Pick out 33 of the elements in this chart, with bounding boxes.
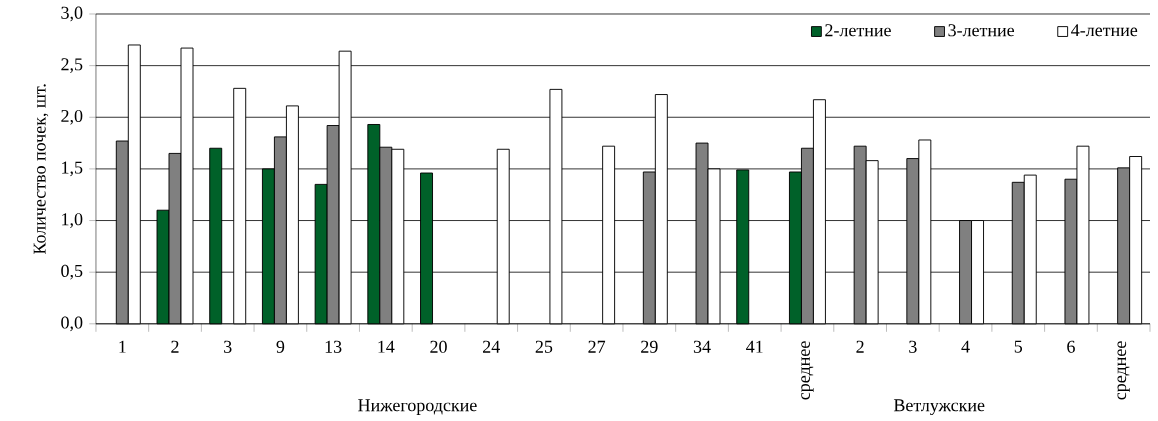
y-tick-label: 1,5 — [62, 161, 83, 177]
y-tick-label: 0,0 — [61, 316, 83, 332]
x-tick-label: 29 — [641, 340, 658, 353]
x-tick-label: 34 — [693, 340, 711, 353]
x-tick-label: 41 — [746, 340, 763, 353]
y-tick-label: 3,0 — [61, 6, 83, 22]
x-tick-label: среднее — [801, 341, 814, 400]
legend-label: 2-летние — [825, 24, 891, 37]
x-tick-label: 14 — [378, 340, 395, 353]
x-tick-label: 9 — [276, 340, 285, 353]
legend-label: 4-летние — [1071, 24, 1138, 37]
x-tick-label: 5 — [1014, 340, 1023, 353]
x-tick-label: 2 — [856, 340, 864, 353]
x-tick-label: 27 — [588, 340, 606, 353]
x-tick-label: среднее — [1117, 341, 1130, 400]
y-tick-label: 0,5 — [61, 264, 83, 280]
x-tick-label: 13 — [325, 340, 342, 353]
y-tick-label: 1,0 — [62, 213, 83, 228]
x-tick-label: 24 — [483, 340, 500, 353]
x-tick-label: 3 — [909, 340, 917, 353]
y-tick-label: 2,5 — [61, 58, 83, 73]
text: Ветлужские — [893, 399, 985, 416]
legend-label: 3-летние — [948, 24, 1015, 37]
x-tick-label: 3 — [224, 340, 232, 353]
y-tick-label: 2,0 — [61, 109, 83, 125]
x-tick-label: 20 — [430, 340, 447, 353]
x-tick-label: 1 — [119, 340, 126, 353]
x-tick-label: 6 — [1067, 340, 1075, 353]
y-axis-title: Количество почек, шт. — [33, 84, 49, 255]
text: Нижегородские — [358, 399, 477, 415]
x-tick-label: 2 — [171, 340, 179, 353]
x-tick-label: 25 — [535, 340, 553, 353]
x-tick-label: 4 — [961, 340, 970, 353]
